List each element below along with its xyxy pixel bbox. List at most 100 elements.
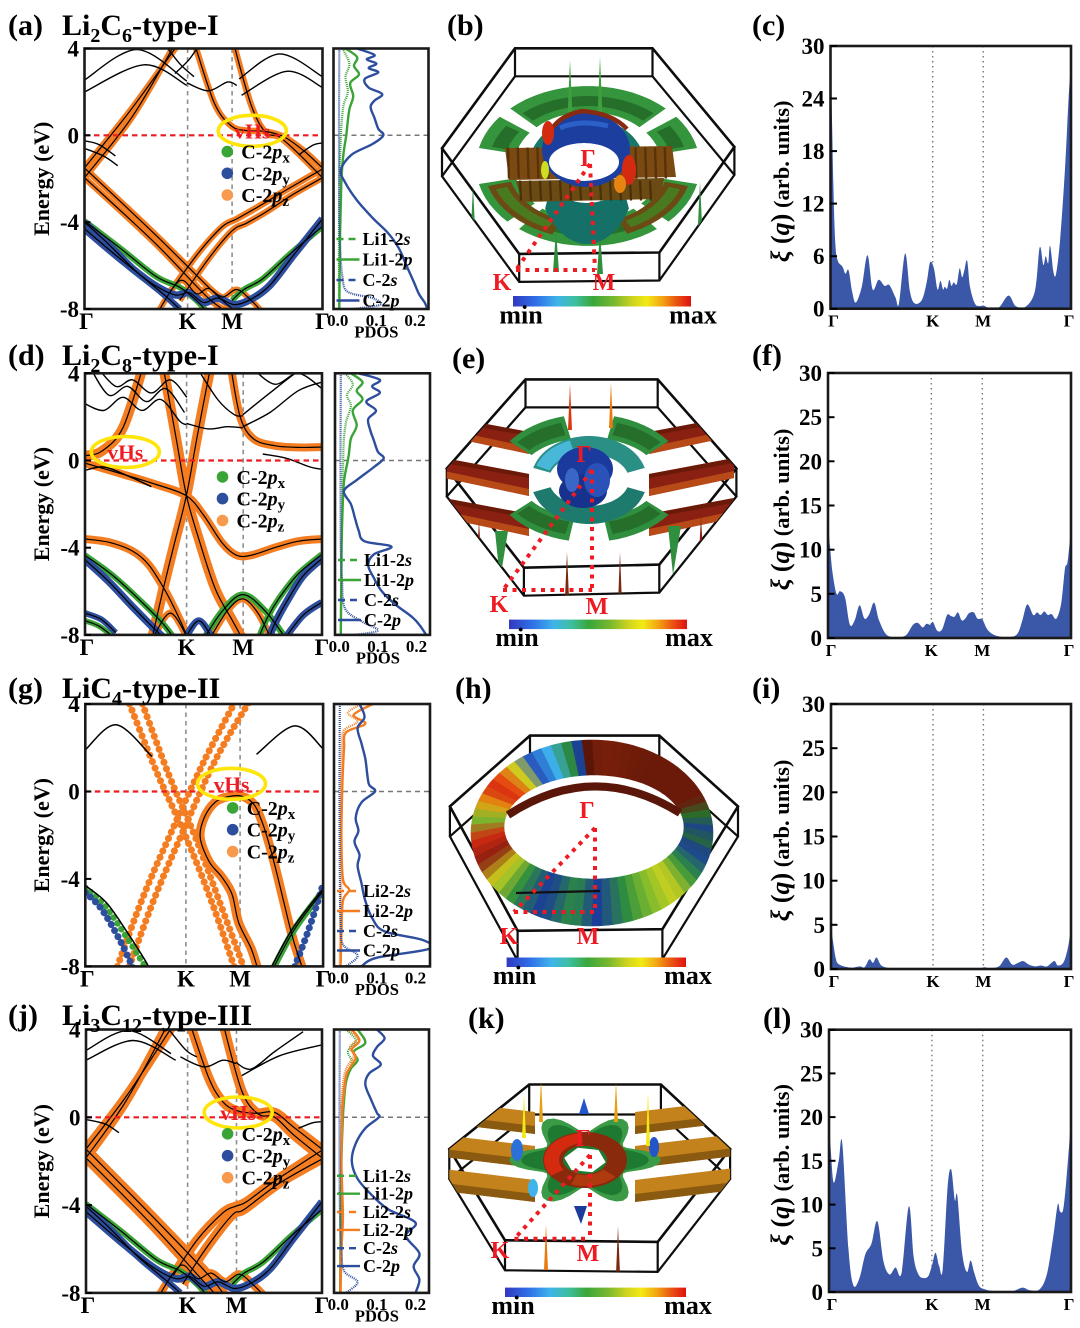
svg-text:0.1: 0.1 xyxy=(366,311,387,330)
svg-text:vHs: vHs xyxy=(107,441,143,465)
svg-text:M: M xyxy=(975,312,991,331)
svg-text:max: max xyxy=(665,623,713,652)
svg-text:Energy (eV): Energy (eV) xyxy=(29,1104,54,1218)
svg-text:Γ: Γ xyxy=(316,966,331,991)
svg-text:K: K xyxy=(500,924,519,950)
svg-text:C-2px: C-2px xyxy=(241,142,290,167)
svg-text:25: 25 xyxy=(800,1061,823,1086)
svg-text:PDOS: PDOS xyxy=(355,980,399,999)
svg-text:K: K xyxy=(925,641,939,660)
svg-text:ξ (q) (arb. units): ξ (q) (arb. units) xyxy=(766,101,795,263)
svg-text:PDOS: PDOS xyxy=(355,1306,399,1323)
svg-text:M: M xyxy=(226,1293,248,1318)
svg-text:5: 5 xyxy=(812,1236,824,1261)
svg-text:6: 6 xyxy=(813,244,825,269)
svg-text:(l): (l) xyxy=(763,1002,791,1035)
svg-text:0: 0 xyxy=(814,957,826,982)
svg-text:(d): (d) xyxy=(8,339,45,372)
svg-text:4: 4 xyxy=(68,361,80,386)
svg-text:0.1: 0.1 xyxy=(366,1295,387,1314)
svg-text:M: M xyxy=(975,972,991,991)
svg-text:30: 30 xyxy=(800,1018,823,1043)
svg-text:K: K xyxy=(490,592,509,618)
svg-text:25: 25 xyxy=(799,405,822,430)
svg-text:Li1-2s: Li1-2s xyxy=(364,550,412,570)
svg-text:Γ: Γ xyxy=(580,146,595,172)
svg-text:max: max xyxy=(669,301,717,330)
svg-text:Γ: Γ xyxy=(1064,972,1075,991)
svg-text:Γ: Γ xyxy=(575,1126,590,1152)
svg-text:min: min xyxy=(491,1291,535,1320)
svg-text:Li3​C12​-type-III: Li3​C12​-type-III xyxy=(62,999,252,1037)
svg-text:M: M xyxy=(593,270,616,296)
svg-text:K: K xyxy=(926,312,940,331)
svg-text:-8: -8 xyxy=(61,1281,80,1306)
svg-text:C-2px: C-2px xyxy=(247,798,296,823)
svg-text:vHs: vHs xyxy=(234,119,270,143)
svg-text:0: 0 xyxy=(811,626,823,651)
svg-text:M: M xyxy=(975,1295,991,1314)
svg-text:20: 20 xyxy=(800,1105,823,1130)
svg-text:Energy (eV): Energy (eV) xyxy=(29,122,54,236)
svg-text:5: 5 xyxy=(814,913,826,938)
svg-text:0: 0 xyxy=(68,780,80,805)
svg-text:(c): (c) xyxy=(752,9,785,42)
svg-text:LiC4​-type-II: LiC4​-type-II xyxy=(62,672,220,710)
svg-text:15: 15 xyxy=(799,494,822,519)
svg-text:C-2py: C-2py xyxy=(242,1146,291,1171)
svg-text:vHs: vHs xyxy=(214,772,250,796)
svg-text:5: 5 xyxy=(811,582,823,607)
svg-text:K: K xyxy=(491,1238,510,1264)
svg-text:ξ (q) (arb. units): ξ (q) (arb. units) xyxy=(766,760,795,922)
svg-text:K: K xyxy=(178,635,196,660)
svg-text:Γ: Γ xyxy=(315,1293,330,1318)
svg-text:(h): (h) xyxy=(455,672,492,705)
svg-text:min: min xyxy=(495,623,539,652)
svg-text:ξ (q) (arb. units): ξ (q) (arb. units) xyxy=(766,429,795,591)
svg-text:-8: -8 xyxy=(60,623,79,648)
svg-text:C-2p: C-2p xyxy=(363,941,400,961)
svg-text:K: K xyxy=(926,972,940,991)
svg-text:0.2: 0.2 xyxy=(405,1295,426,1314)
svg-text:PDOS: PDOS xyxy=(354,323,398,342)
svg-text:(k): (k) xyxy=(468,1002,505,1035)
svg-text:-4: -4 xyxy=(60,210,80,235)
svg-text:C-2py: C-2py xyxy=(247,820,296,845)
svg-text:25: 25 xyxy=(802,736,825,761)
svg-text:Li1-2p: Li1-2p xyxy=(364,570,414,590)
svg-text:K: K xyxy=(179,309,197,334)
svg-text:Γ: Γ xyxy=(579,798,594,824)
svg-text:C-2s: C-2s xyxy=(363,270,398,290)
svg-text:Li2-2s: Li2-2s xyxy=(363,881,411,901)
svg-text:Γ: Γ xyxy=(576,442,591,468)
svg-text:Γ: Γ xyxy=(80,966,95,991)
svg-text:Γ: Γ xyxy=(826,641,837,660)
svg-text:M: M xyxy=(586,594,609,620)
svg-text:20: 20 xyxy=(799,449,822,474)
svg-text:min: min xyxy=(493,961,537,990)
svg-text:0.0: 0.0 xyxy=(328,1295,349,1314)
svg-text:M: M xyxy=(229,966,251,991)
svg-text:-4: -4 xyxy=(61,1193,81,1218)
svg-text:ξ (q) (arb. units): ξ (q) (arb. units) xyxy=(766,1084,795,1246)
svg-text:C-2p: C-2p xyxy=(363,291,400,311)
svg-text:Γ: Γ xyxy=(827,1295,838,1314)
svg-text:-8: -8 xyxy=(60,297,79,322)
svg-text:Γ: Γ xyxy=(79,309,94,334)
svg-text:Γ: Γ xyxy=(80,635,95,660)
svg-text:C-2p: C-2p xyxy=(363,1256,400,1276)
svg-text:(e): (e) xyxy=(452,342,485,375)
svg-text:C-2pz: C-2pz xyxy=(241,185,289,210)
svg-text:C-2px: C-2px xyxy=(237,467,286,492)
svg-text:Γ: Γ xyxy=(1064,1295,1075,1314)
svg-text:(i): (i) xyxy=(752,672,780,705)
svg-text:C-2pz: C-2pz xyxy=(242,1168,290,1193)
svg-text:Γ: Γ xyxy=(315,309,330,334)
svg-text:C-2s: C-2s xyxy=(363,1238,398,1258)
svg-text:M: M xyxy=(232,635,254,660)
svg-text:Li2​C6​-type-I: Li2​C6​-type-I xyxy=(62,9,219,47)
svg-text:Li1-2p: Li1-2p xyxy=(363,250,413,270)
svg-text:0.2: 0.2 xyxy=(406,637,427,656)
svg-text:C-2s: C-2s xyxy=(363,921,398,941)
svg-text:-4: -4 xyxy=(60,536,80,561)
